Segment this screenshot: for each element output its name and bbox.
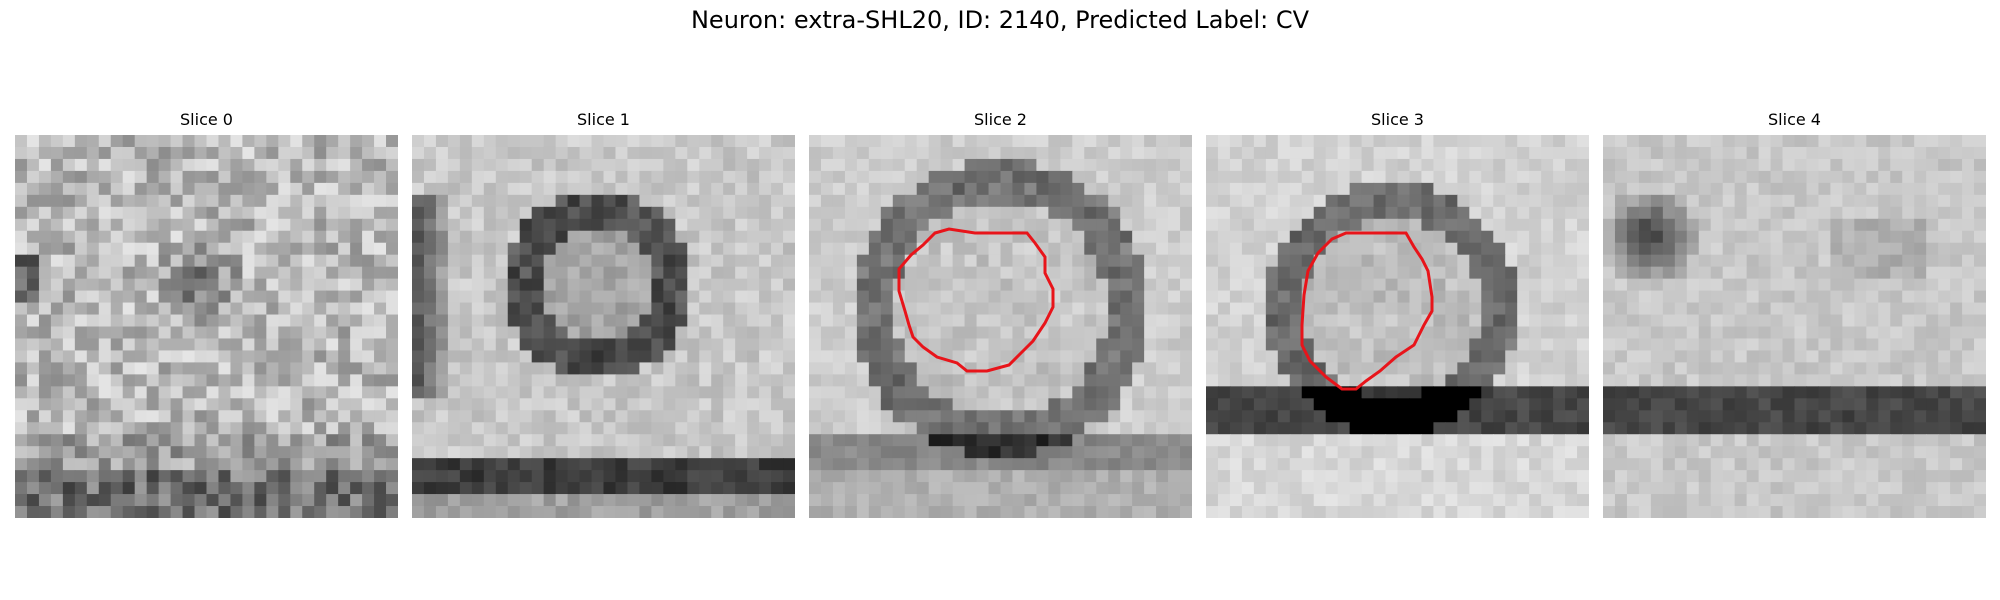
slice-0-image (15, 135, 398, 518)
slice-4-title: Slice 4 (1768, 110, 1821, 129)
slice-3-contour (1300, 231, 1434, 391)
slice-3-title: Slice 3 (1371, 110, 1424, 129)
slice-2-image (809, 135, 1192, 518)
slice-3-image (1206, 135, 1589, 518)
slice-2-contour (897, 227, 1055, 373)
slice-1-image (412, 135, 795, 518)
slice-2-title: Slice 2 (974, 110, 1027, 129)
slice-0-title: Slice 0 (180, 110, 233, 129)
figure-title: Neuron: extra-SHL20, ID: 2140, Predicted… (690, 6, 1310, 34)
slice-1-title: Slice 1 (577, 110, 630, 129)
slice-4-image (1603, 135, 1986, 518)
